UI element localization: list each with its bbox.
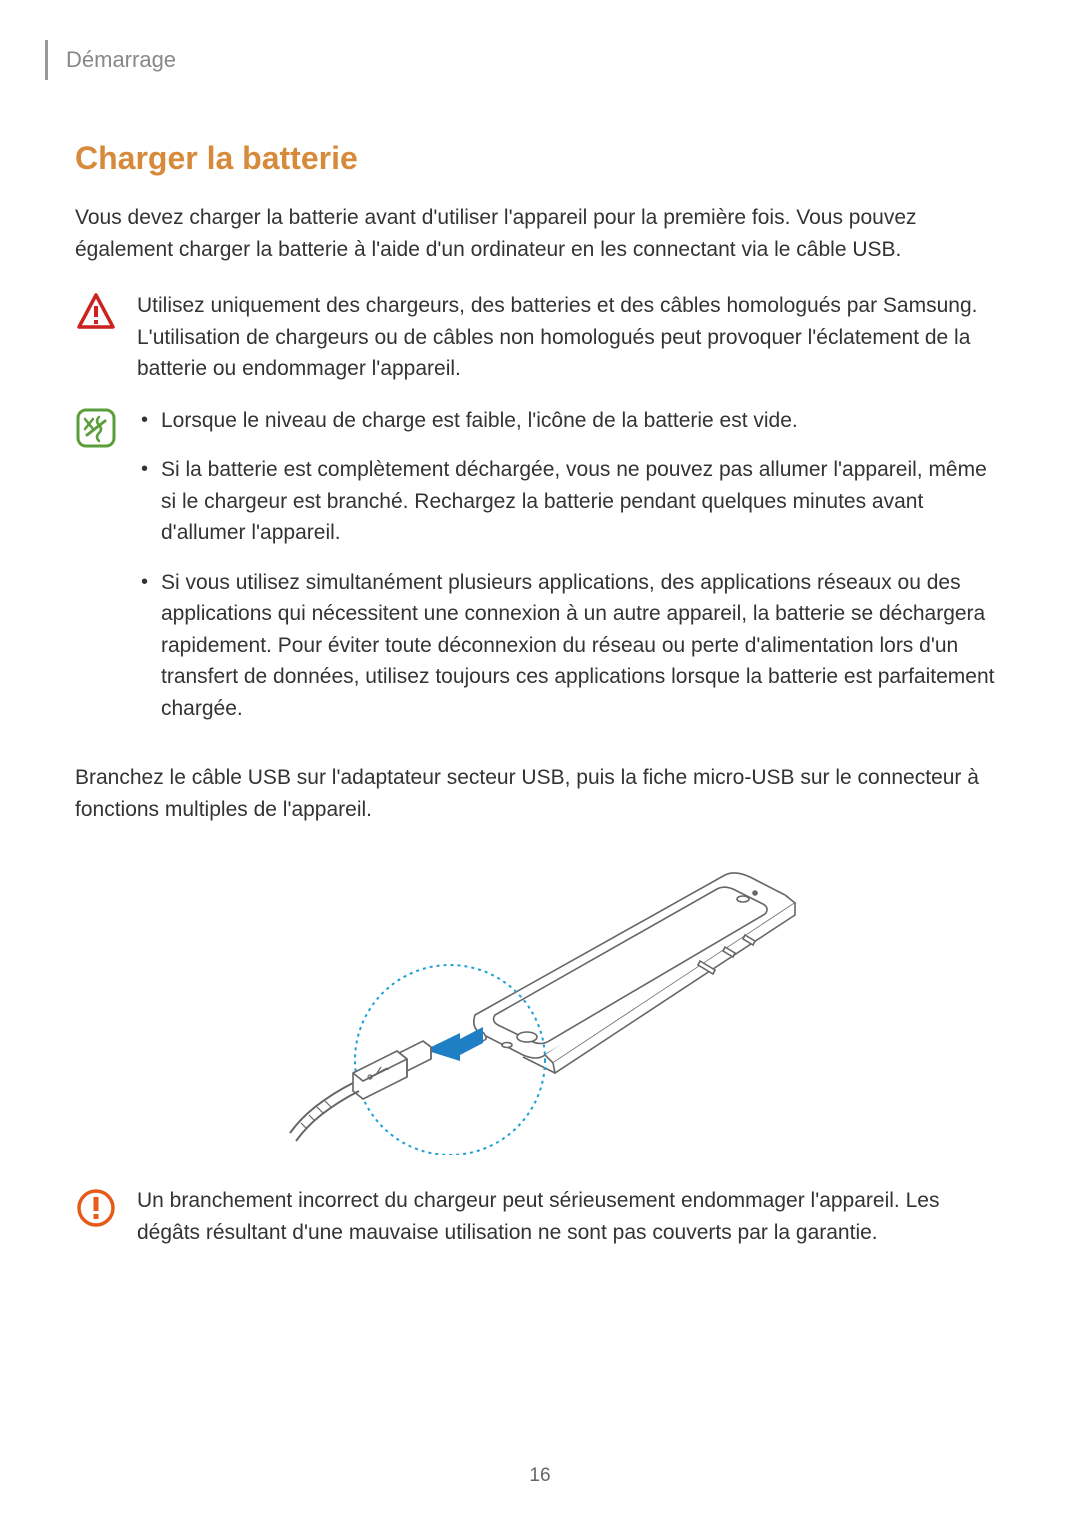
- warning-note: Utilisez uniquement des chargeurs, des b…: [75, 290, 1005, 385]
- chapter-header: Démarrage: [45, 40, 1005, 80]
- page-number: 16: [0, 1465, 1080, 1487]
- section-title: Charger la batterie: [75, 140, 1005, 177]
- caution-note: Un branchement incorrect du chargeur peu…: [75, 1185, 1005, 1248]
- chapter-title: Démarrage: [66, 47, 176, 73]
- phone-charging-diagram: [255, 855, 825, 1155]
- list-item: Lorsque le niveau de charge est faible, …: [137, 405, 1005, 437]
- warning-icon: [75, 292, 117, 334]
- info-note: Lorsque le niveau de charge est faible, …: [75, 405, 1005, 743]
- intro-paragraph: Vous devez charger la batterie avant d'u…: [75, 202, 1005, 265]
- warning-text: Utilisez uniquement des chargeurs, des b…: [137, 290, 1005, 385]
- list-item: Si vous utilisez simultanément plusieurs…: [137, 567, 1005, 725]
- figure-container: [75, 855, 1005, 1155]
- instruction-paragraph: Branchez le câble USB sur l'adaptateur s…: [75, 762, 1005, 825]
- caution-text: Un branchement incorrect du chargeur peu…: [137, 1185, 1005, 1248]
- caution-icon: [75, 1187, 117, 1229]
- info-icon: [75, 407, 117, 449]
- info-content: Lorsque le niveau de charge est faible, …: [137, 405, 1005, 743]
- info-bullet-list: Lorsque le niveau de charge est faible, …: [137, 405, 1005, 725]
- list-item: Si la batterie est complètement déchargé…: [137, 454, 1005, 549]
